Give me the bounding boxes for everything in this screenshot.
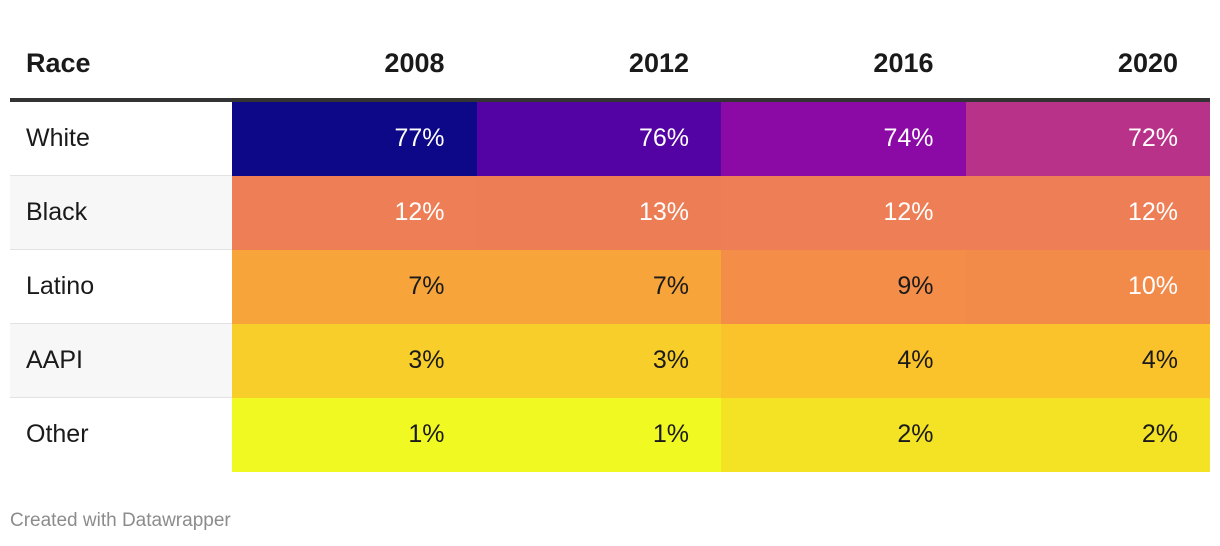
race-label-black: Black bbox=[10, 175, 232, 250]
heatmap-cell-aapi-2012: 3% bbox=[476, 323, 721, 398]
heatmap-cell-black-2012: 13% bbox=[476, 175, 721, 250]
heatmap-cell-other-2012: 1% bbox=[476, 397, 721, 472]
race-label-white: White bbox=[10, 100, 232, 176]
heatmap-cell-black-2008: 12% bbox=[232, 175, 477, 250]
footer-credit: Created with Datawrapper bbox=[10, 510, 231, 531]
heatmap-cell-white-2016: 74% bbox=[721, 100, 966, 176]
heatmap-cell-white-2012: 76% bbox=[476, 100, 721, 176]
table-row: White 77% 76% 74% 72% bbox=[10, 100, 1210, 176]
heatmap-cell-other-2020: 2% bbox=[965, 397, 1210, 472]
table-row: Latino 7% 7% 9% 10% bbox=[10, 249, 1210, 324]
heatmap-cell-aapi-2020: 4% bbox=[965, 323, 1210, 398]
column-header-2016[interactable]: 2016 bbox=[721, 28, 966, 102]
race-label-aapi: AAPI bbox=[10, 323, 232, 398]
table-body: White 77% 76% 74% 72% Black 12% 13% 12% 12% Latino… bbox=[10, 100, 1210, 472]
heatmap-cell-latino-2020: 10% bbox=[965, 249, 1210, 324]
heatmap-cell-aapi-2008: 3% bbox=[232, 323, 477, 398]
heatmap-cell-white-2020: 72% bbox=[965, 100, 1210, 176]
heatmap-cell-other-2008: 1% bbox=[232, 397, 477, 472]
heatmap-cell-black-2020: 12% bbox=[965, 175, 1210, 250]
table-header: Race 2008 2012 2016 2020 bbox=[10, 28, 1210, 102]
heatmap-cell-black-2016: 12% bbox=[721, 175, 966, 250]
column-header-2020[interactable]: 2020 bbox=[965, 28, 1210, 102]
heatmap-table-container: Race 2008 2012 2016 2020 White 77% 76% 74% 7… bbox=[10, 28, 1210, 472]
heatmap-cell-aapi-2016: 4% bbox=[721, 323, 966, 398]
column-header-2012[interactable]: 2012 bbox=[476, 28, 721, 102]
heatmap-cell-latino-2008: 7% bbox=[232, 249, 477, 324]
table-row: Black 12% 13% 12% 12% bbox=[10, 175, 1210, 250]
heatmap-cell-white-2008: 77% bbox=[232, 100, 477, 176]
heatmap-cell-latino-2012: 7% bbox=[476, 249, 721, 324]
heatmap-table: Race 2008 2012 2016 2020 White 77% 76% 74% 7… bbox=[10, 28, 1210, 472]
race-label-other: Other bbox=[26, 420, 89, 449]
table-row: Other 1% 1% 2% 2% bbox=[10, 397, 1210, 472]
header-row: Race 2008 2012 2016 2020 bbox=[10, 28, 1210, 102]
heatmap-cell-other-2016: 2% bbox=[721, 397, 966, 472]
column-header-2008[interactable]: 2008 bbox=[232, 28, 477, 102]
table-row: AAPI 3% 3% 4% 4% bbox=[10, 323, 1210, 398]
column-header-race[interactable]: Race bbox=[10, 28, 232, 102]
race-label-latino: Latino bbox=[10, 249, 232, 324]
heatmap-cell-latino-2016: 9% bbox=[721, 249, 966, 324]
